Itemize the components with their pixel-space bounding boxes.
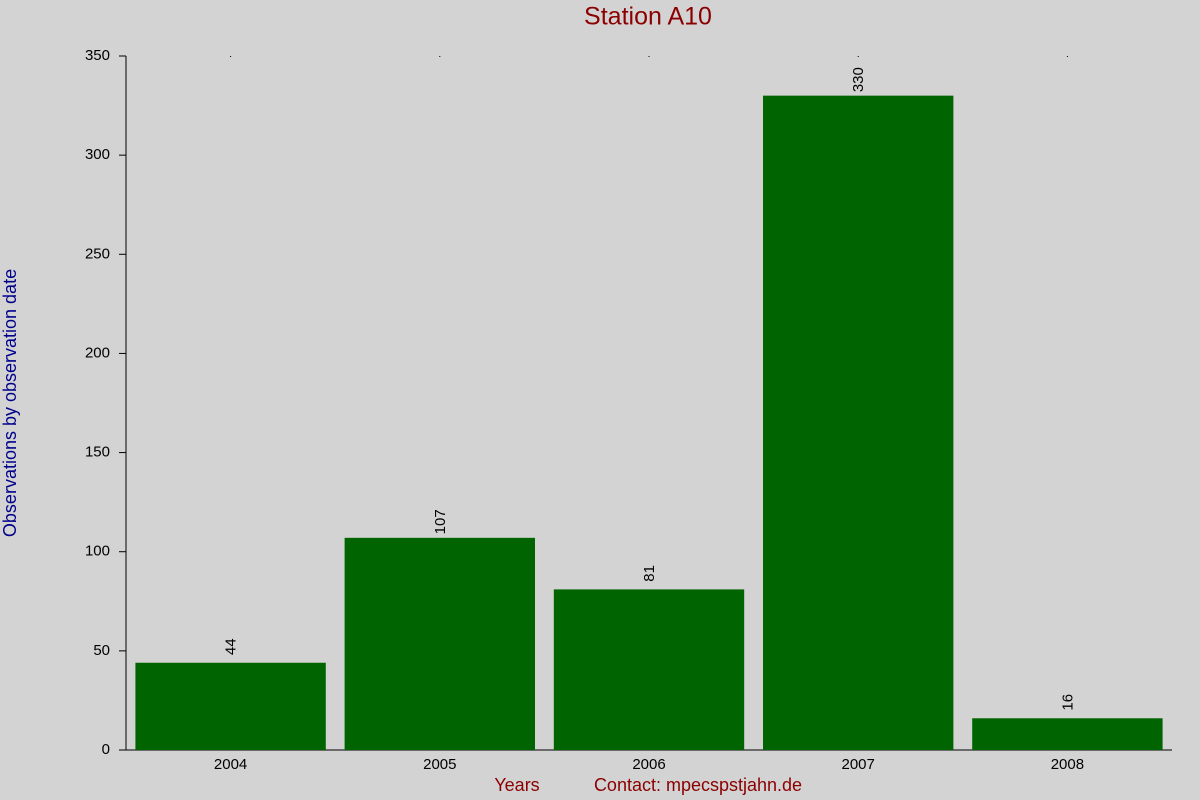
value-label: 16 <box>1059 694 1076 711</box>
x-tick-label: 2007 <box>842 756 875 773</box>
y-tick-label: 150 <box>85 444 110 461</box>
contact-note: Contact: mpecspstjahn.de <box>594 775 802 795</box>
value-label: 107 <box>432 509 449 534</box>
bar <box>344 537 535 750</box>
x-tick-label: 2005 <box>423 756 456 773</box>
y-tick-label: 250 <box>85 245 110 262</box>
value-label: 330 <box>850 67 867 92</box>
y-axis-label: Observations by observation date <box>0 269 20 537</box>
y-tick-label: 200 <box>85 344 110 361</box>
x-tick-label: 2004 <box>214 756 247 773</box>
y-tick-label: 300 <box>85 146 110 163</box>
y-tick-label: 100 <box>85 543 110 560</box>
x-axis-label: Years <box>494 775 539 795</box>
value-label: 44 <box>223 638 240 655</box>
chart-title: Station A10 <box>584 3 712 31</box>
value-label: 81 <box>641 565 658 582</box>
bar <box>972 718 1163 750</box>
bar <box>553 589 745 750</box>
y-tick-label: 350 <box>85 47 110 64</box>
y-tick-label: 0 <box>102 741 110 758</box>
bar <box>763 95 954 750</box>
y-tick-label: 50 <box>93 642 110 659</box>
bar <box>135 662 326 750</box>
x-tick-label: 2008 <box>1051 756 1084 773</box>
x-tick-label: 2006 <box>632 756 665 773</box>
